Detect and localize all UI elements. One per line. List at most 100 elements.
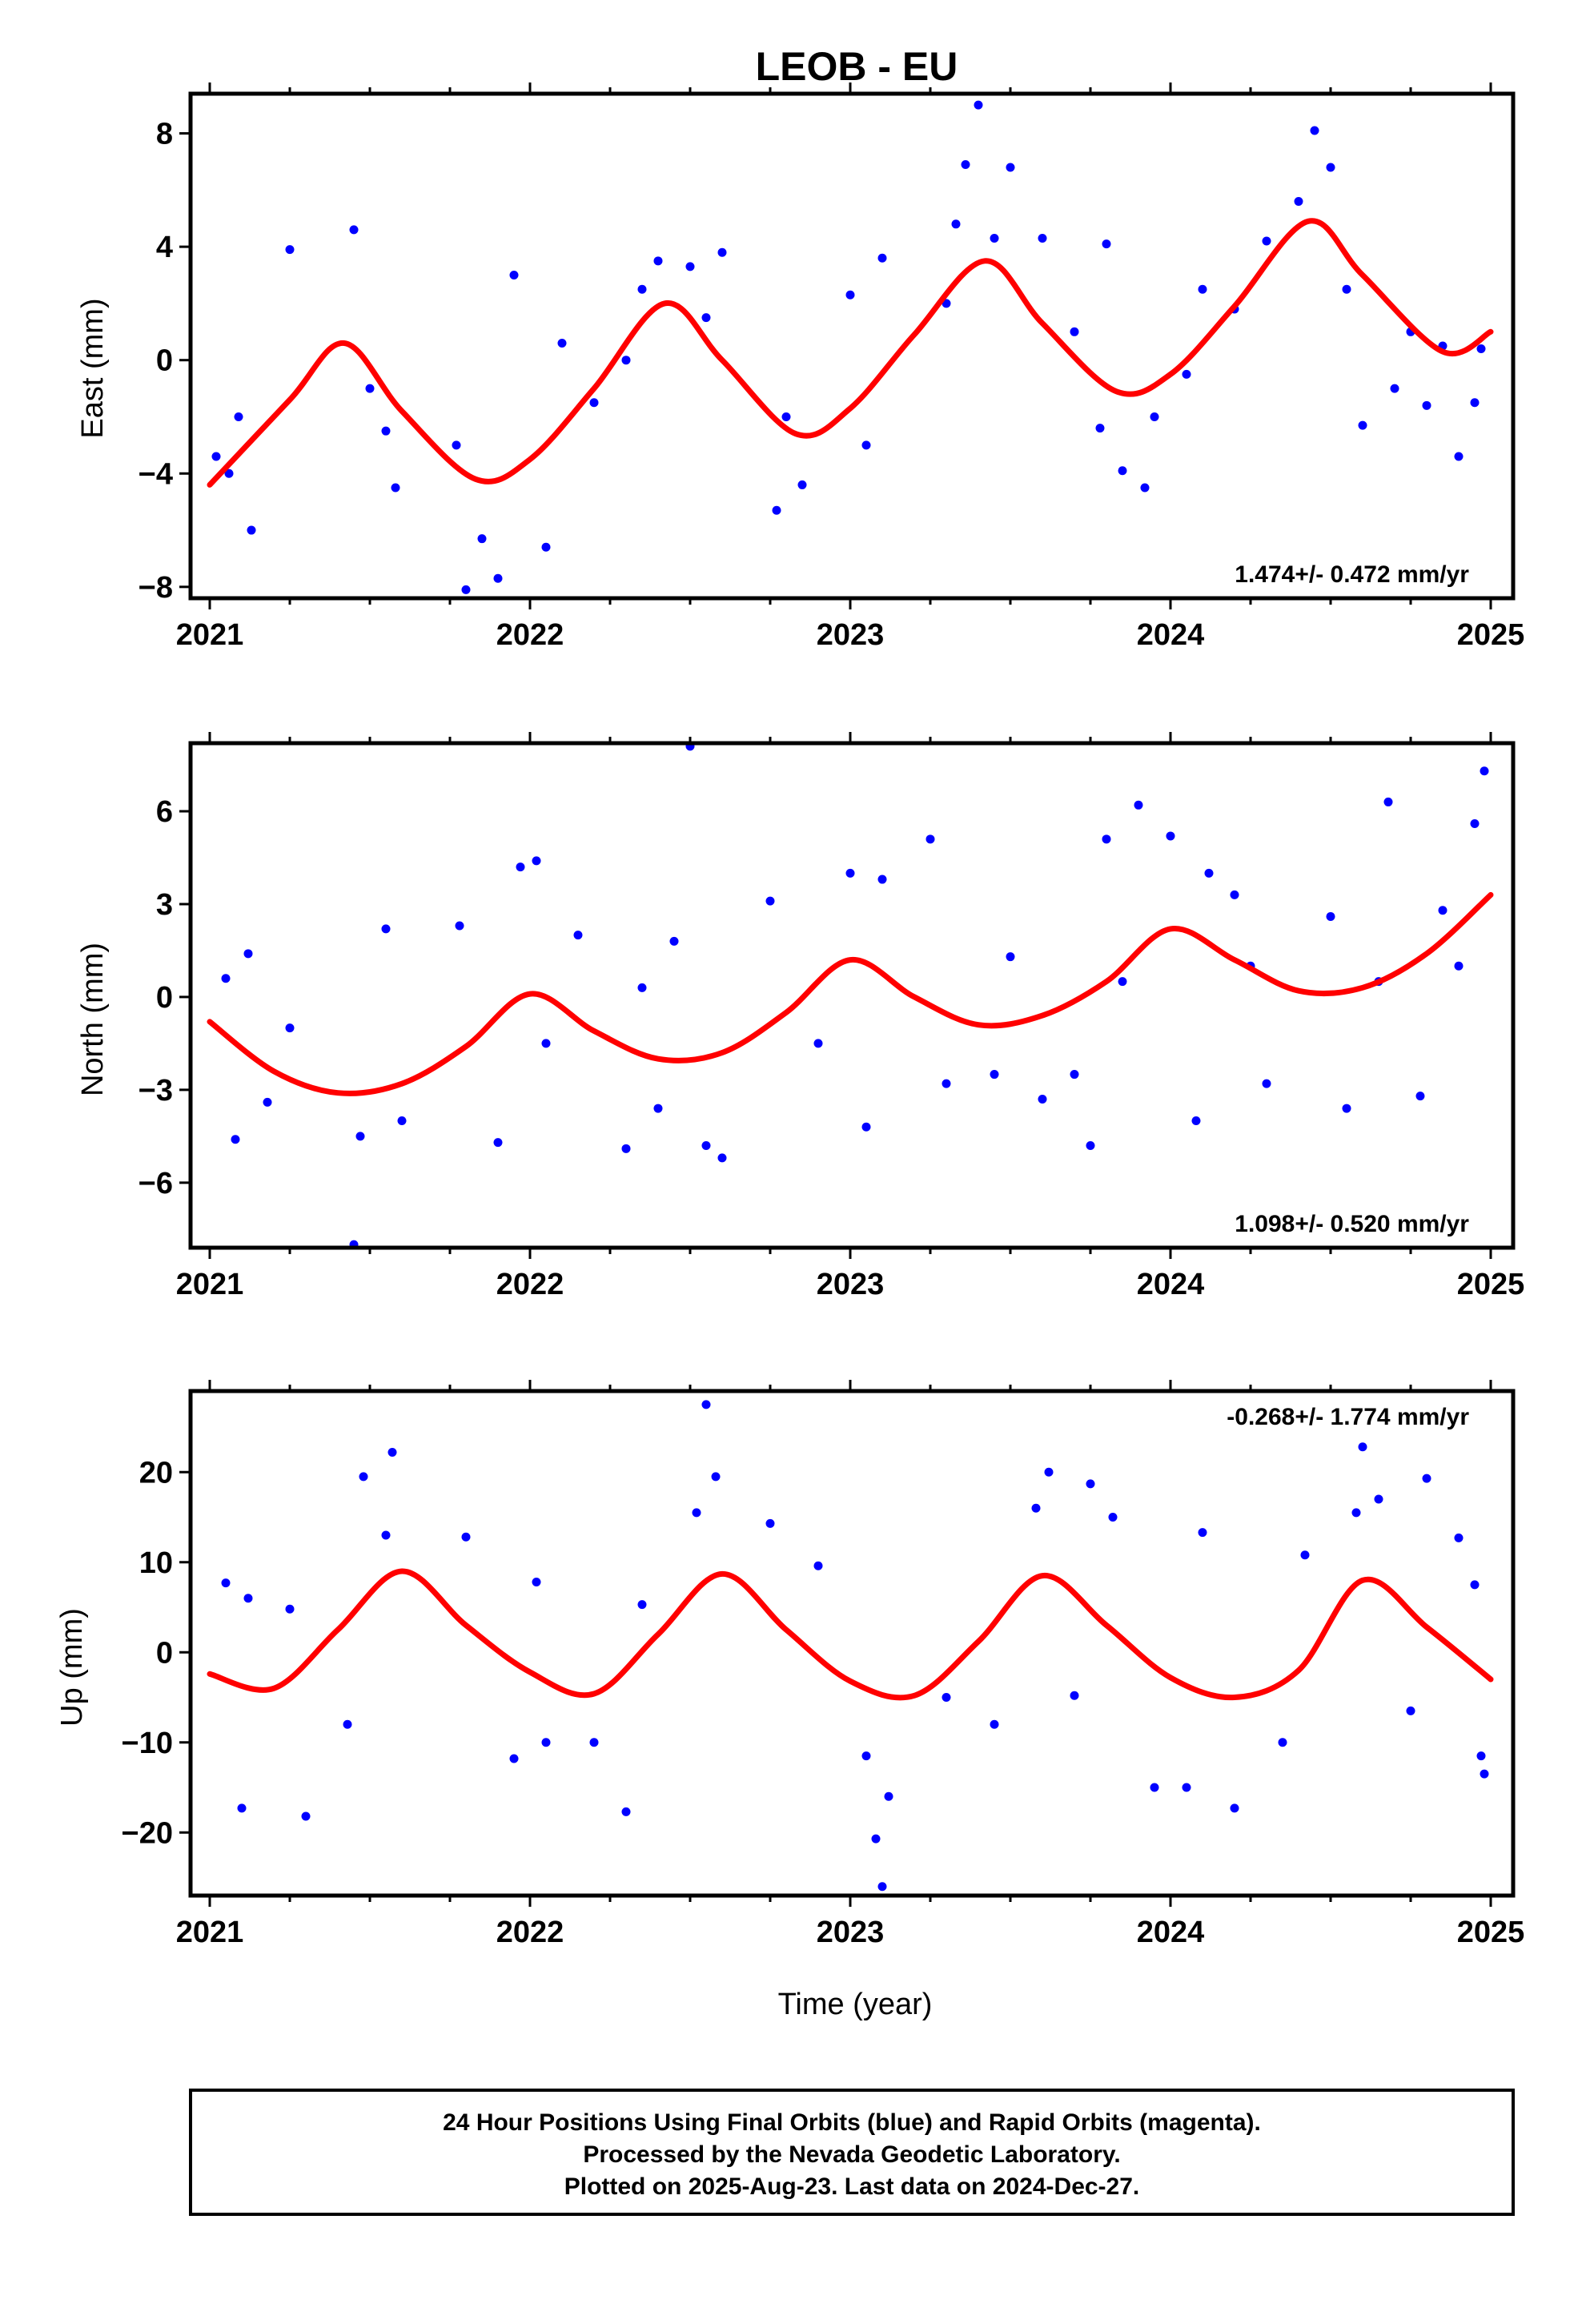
north-data-point xyxy=(1070,1070,1079,1080)
east-data-point xyxy=(951,219,961,229)
east-data-point xyxy=(1140,483,1150,493)
east-data-point xyxy=(1326,163,1335,172)
footer-frame xyxy=(189,2089,1515,2216)
north-data-point xyxy=(573,931,583,940)
east-data-point xyxy=(685,262,695,271)
up-xtick-label: 2025 xyxy=(1457,1916,1525,1949)
east-data-point xyxy=(1476,344,1486,354)
north-model-line xyxy=(207,891,1494,1096)
up-data-point xyxy=(1374,1494,1383,1504)
up-data-point xyxy=(221,1578,231,1588)
up-data-point xyxy=(701,1400,711,1409)
x-axis-label: Time (year) xyxy=(778,1988,933,2021)
north-data-point xyxy=(990,1070,999,1080)
east-data-point xyxy=(877,253,887,263)
north-data-point xyxy=(1454,961,1464,971)
east-data-point xyxy=(845,290,855,300)
chart-title: LEOB - EU xyxy=(756,44,958,89)
east-data-point xyxy=(1150,412,1159,421)
east-model-line xyxy=(207,218,1494,488)
up-data-point xyxy=(589,1738,599,1747)
east-data-point xyxy=(211,452,221,461)
east-data-point xyxy=(509,271,519,280)
east-data-point xyxy=(1358,420,1367,430)
up-data-point xyxy=(692,1508,701,1518)
east-data-point xyxy=(1182,369,1191,379)
up-data-point xyxy=(884,1791,893,1801)
up-data-point xyxy=(541,1738,551,1747)
footer-line-3: Plotted on 2025-Aug-23. Last data on 202… xyxy=(564,2173,1140,2200)
east-xtick-label: 2025 xyxy=(1457,618,1525,652)
east-data-point xyxy=(1310,126,1319,135)
north-ytick-label: −3 xyxy=(139,1074,173,1108)
up-data-point xyxy=(1182,1783,1191,1792)
up-ticks: −20 −10 0 10 20 2021 2022 2023 2024 2025 xyxy=(122,1380,1525,1949)
east-data-point xyxy=(391,483,400,493)
north-data-point xyxy=(845,868,855,878)
east-data-point xyxy=(349,225,359,235)
east-data-point xyxy=(1422,400,1431,410)
up-data-point xyxy=(1198,1528,1207,1538)
north-xtick-label: 2024 xyxy=(1137,1268,1205,1301)
up-ytick-label: 0 xyxy=(156,1636,173,1670)
east-data-point xyxy=(381,426,391,436)
north-xtick-label: 2023 xyxy=(817,1268,885,1301)
up-data-point xyxy=(1454,1533,1464,1542)
up-data-point xyxy=(871,1834,881,1844)
east-plot-frame xyxy=(188,91,1516,601)
east-data-point xyxy=(653,256,663,266)
north-data-point xyxy=(701,1140,711,1150)
up-xtick-label: 2024 xyxy=(1137,1916,1205,1949)
north-data-point xyxy=(455,921,464,931)
east-data-point xyxy=(1006,163,1015,172)
east-data-point xyxy=(452,440,461,450)
up-rate-label: -0.268+/- 1.774 mm/yr xyxy=(1227,1404,1469,1430)
up-data-point xyxy=(1086,1479,1095,1489)
east-data-point xyxy=(701,313,711,323)
north-ytick-label: 0 xyxy=(156,981,173,1015)
east-data-point xyxy=(1038,234,1047,243)
north-data-point xyxy=(1480,766,1489,776)
east-data-point xyxy=(477,534,487,544)
north-data-point xyxy=(541,1039,551,1048)
east-ytick-label: −4 xyxy=(139,457,173,491)
east-data-point xyxy=(781,412,791,421)
north-data-point xyxy=(926,834,935,844)
north-data-point xyxy=(221,974,231,983)
north-ylabel: North (mm) xyxy=(76,943,110,1096)
east-data-point xyxy=(1390,384,1399,393)
east-data-point xyxy=(285,245,295,255)
east-data-point xyxy=(990,234,999,243)
east-data-point xyxy=(224,468,234,478)
up-xtick-label: 2022 xyxy=(496,1916,564,1949)
north-data-point xyxy=(1230,890,1239,899)
east-ytick-label: 8 xyxy=(156,118,173,151)
up-data-point xyxy=(301,1811,311,1821)
up-data-point xyxy=(1044,1467,1054,1477)
up-data-point xyxy=(1031,1503,1041,1513)
footer-line-2: Processed by the Nevada Geodetic Laborat… xyxy=(583,2141,1120,2168)
up-data-point xyxy=(1422,1474,1431,1483)
up-data-point xyxy=(237,1803,247,1813)
up-panel: Up (mm) -0.268+/- 1.774 mm/yr −20 −10 0 10 2… xyxy=(55,1380,1524,1949)
east-data-point xyxy=(1342,284,1351,294)
up-data-point xyxy=(877,1882,887,1892)
north-data-point xyxy=(637,983,647,992)
up-data-point xyxy=(359,1472,368,1482)
footer-box: 24 Hour Positions Using Final Orbits (bl… xyxy=(189,2089,1515,2216)
east-panel: East (mm) 1.474+/- 0.472 mm/yr −8 −4 0 4 8 20… xyxy=(76,82,1524,652)
up-data-point xyxy=(861,1751,871,1761)
north-data-point xyxy=(1006,952,1015,962)
up-data-point xyxy=(813,1561,823,1570)
up-data-point xyxy=(1230,1803,1239,1813)
north-data-point xyxy=(669,936,679,946)
east-xtick-label: 2024 xyxy=(1137,618,1205,652)
up-points xyxy=(221,1400,1489,1892)
north-data-point xyxy=(493,1138,503,1148)
north-data-point xyxy=(1166,831,1175,841)
north-data-point xyxy=(1118,977,1127,987)
north-data-point xyxy=(516,862,525,872)
up-data-point xyxy=(1476,1751,1486,1761)
